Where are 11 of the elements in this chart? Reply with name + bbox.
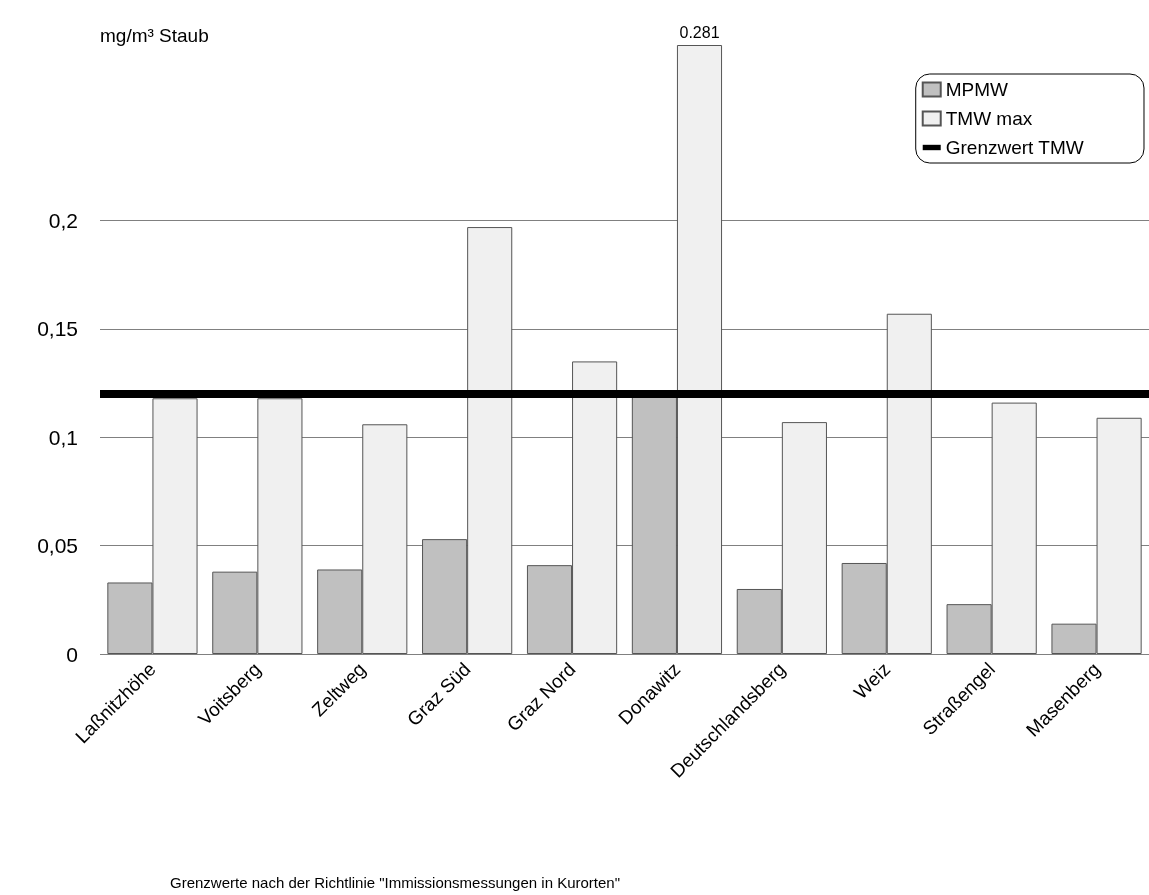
y-tick-label: 0,2: [48, 209, 78, 233]
y-tick-label: 0,05: [37, 534, 78, 558]
legend-label: MPMW: [945, 79, 1009, 100]
y-tick-label: 0,15: [37, 317, 78, 341]
y-axis-title: mg/m³ Staub: [100, 25, 209, 46]
legend-label: Grenzwert TMW: [945, 137, 1084, 158]
y-tick-label: 0,1: [48, 425, 78, 449]
y-tick-label: 0: [66, 642, 78, 666]
text: Grenzwerte nach der Richtlinie "Immissionsmessungen in Kurorten": [170, 874, 621, 891]
data-label: 0.281: [679, 23, 720, 41]
legend-label: TMW max: [945, 108, 1033, 129]
